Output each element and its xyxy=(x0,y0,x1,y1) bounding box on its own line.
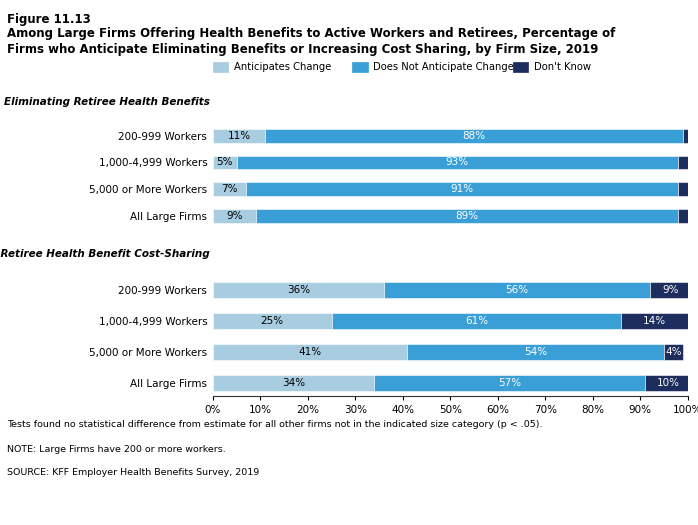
Text: 89%: 89% xyxy=(455,211,478,221)
Text: 88%: 88% xyxy=(462,131,486,141)
Text: 25%: 25% xyxy=(260,316,284,326)
Text: 34%: 34% xyxy=(282,377,305,387)
Bar xyxy=(678,155,688,170)
Text: Among Large Firms Offering Health Benefits to Active Workers and Retirees, Perce: Among Large Firms Offering Health Benefi… xyxy=(7,27,616,40)
Text: 41%: 41% xyxy=(299,347,322,357)
Bar xyxy=(213,374,374,391)
Text: 7%: 7% xyxy=(221,184,238,194)
Text: 9%: 9% xyxy=(226,211,242,221)
Bar xyxy=(265,129,683,143)
Text: NOTE: Large Firms have 200 or more workers.: NOTE: Large Firms have 200 or more worke… xyxy=(7,445,225,454)
Bar xyxy=(213,209,255,223)
Bar xyxy=(384,282,650,298)
Text: Figure 11.13: Figure 11.13 xyxy=(7,13,91,26)
Bar xyxy=(408,344,664,360)
Text: 54%: 54% xyxy=(524,347,547,357)
Text: 91%: 91% xyxy=(450,184,474,194)
Text: Does Not Anticipate Change: Does Not Anticipate Change xyxy=(373,62,514,72)
Bar xyxy=(664,344,683,360)
Text: 10%: 10% xyxy=(657,377,680,387)
Bar xyxy=(255,209,678,223)
Text: Eliminating Retiree Health Benefits: Eliminating Retiree Health Benefits xyxy=(3,97,209,107)
Bar xyxy=(213,155,237,170)
Bar xyxy=(678,209,688,223)
Bar xyxy=(213,182,246,196)
Bar xyxy=(650,282,692,298)
Bar xyxy=(213,344,408,360)
Text: Increasing Retiree Health Benefit Cost-Sharing: Increasing Retiree Health Benefit Cost-S… xyxy=(0,249,209,259)
Bar xyxy=(213,282,384,298)
Bar xyxy=(678,182,688,196)
Bar xyxy=(645,374,692,391)
Text: 93%: 93% xyxy=(446,158,469,167)
Bar xyxy=(621,313,688,329)
Bar xyxy=(246,182,678,196)
Text: 9%: 9% xyxy=(662,286,679,296)
Bar xyxy=(374,374,645,391)
Text: Don't Know: Don't Know xyxy=(534,62,591,72)
Text: Tests found no statistical difference from estimate for all other firms not in t: Tests found no statistical difference fr… xyxy=(7,420,542,429)
Text: Anticipates Change: Anticipates Change xyxy=(234,62,332,72)
Bar xyxy=(332,313,621,329)
Text: 4%: 4% xyxy=(665,347,681,357)
Text: 5%: 5% xyxy=(216,158,233,167)
Text: 56%: 56% xyxy=(505,286,528,296)
Text: 57%: 57% xyxy=(498,377,521,387)
Text: 36%: 36% xyxy=(287,286,310,296)
Bar xyxy=(213,313,332,329)
Text: 61%: 61% xyxy=(465,316,488,326)
Bar xyxy=(237,155,678,170)
Text: SOURCE: KFF Employer Health Benefits Survey, 2019: SOURCE: KFF Employer Health Benefits Sur… xyxy=(7,468,259,477)
Text: 11%: 11% xyxy=(228,131,251,141)
Bar xyxy=(683,129,688,143)
Text: Firms who Anticipate Eliminating Benefits or Increasing Cost Sharing, by Firm Si: Firms who Anticipate Eliminating Benefit… xyxy=(7,43,598,56)
Text: 14%: 14% xyxy=(643,316,666,326)
Bar xyxy=(213,129,265,143)
